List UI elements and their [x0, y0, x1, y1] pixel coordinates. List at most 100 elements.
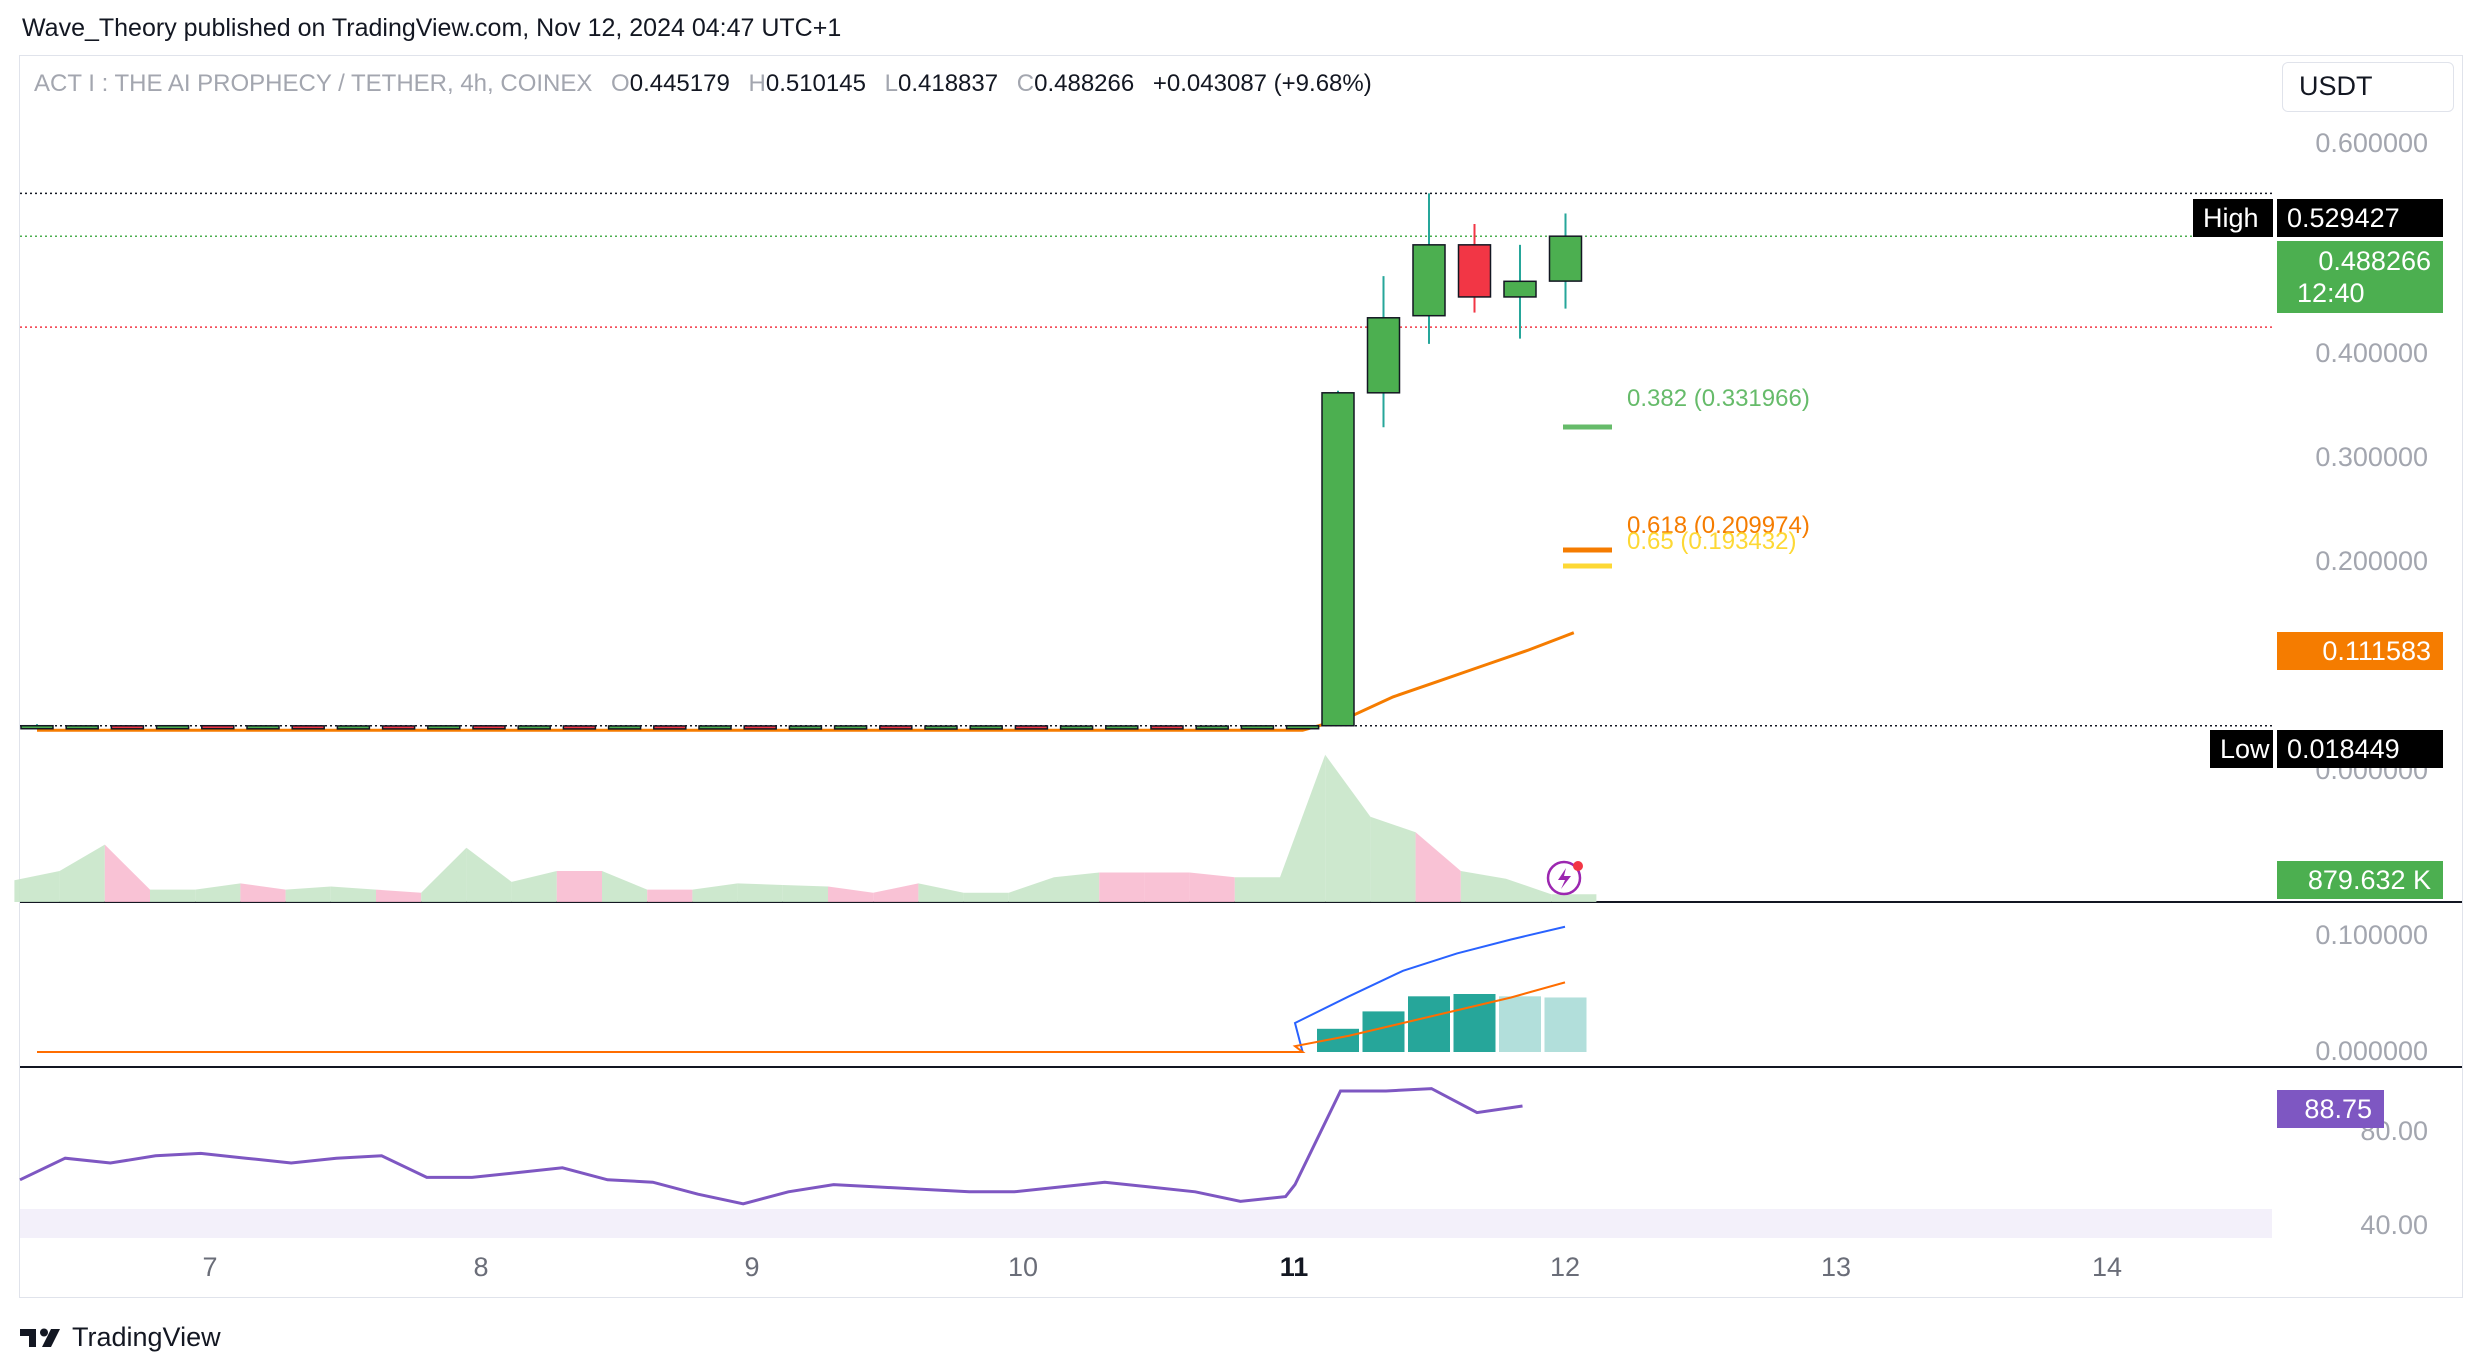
change-value: +0.043087 (+9.68%) — [1152, 70, 1372, 97]
volume-segment — [376, 889, 422, 902]
rsi-pane — [19, 1087, 2272, 1238]
high-key: H — [748, 70, 766, 97]
notification-dot — [1573, 861, 1583, 871]
candle-body — [1548, 235, 1583, 282]
candle-body — [1059, 725, 1094, 730]
low-value: 0.418837 — [897, 70, 999, 97]
macd-histogram-bar — [1499, 996, 1541, 1052]
volume-segment — [1280, 754, 1326, 902]
grid-lines — [20, 901, 2462, 1068]
candle-body — [1195, 725, 1229, 730]
price-axis-label: 0.200000 — [2315, 546, 2428, 576]
volume-segment — [556, 871, 602, 902]
candle-body — [607, 725, 642, 730]
close-value: 0.488266 — [1034, 70, 1135, 97]
volume-segment — [1189, 872, 1235, 902]
candle-body — [110, 725, 145, 730]
x-axis-label: 13 — [1820, 1252, 1852, 1282]
last-price-value: 0.488266 — [2318, 246, 2431, 276]
close-key: C — [1016, 70, 1035, 97]
candle-body — [924, 725, 958, 730]
candle-body — [743, 725, 777, 730]
candle-body — [1503, 280, 1537, 298]
volume-segment — [1370, 816, 1416, 902]
candle-body — [1457, 244, 1492, 298]
tradingview-logo-icon — [20, 1328, 60, 1347]
volume-segment — [1551, 894, 1597, 902]
low-tag-label: Low — [2210, 730, 2273, 768]
volume-segment — [195, 883, 241, 902]
ohlc-legend: ACT I : THE AI PROPHECY / TETHER, 4h, CO… — [34, 70, 1372, 98]
volume-segment — [150, 889, 196, 902]
volume-area — [14, 754, 1597, 902]
candle-body — [381, 725, 416, 730]
candle-body — [562, 725, 597, 730]
macd-histogram-bar — [1408, 996, 1450, 1052]
volume-segment — [59, 844, 105, 902]
volume-segment — [1054, 872, 1100, 902]
volume-segment — [1234, 877, 1280, 902]
candle-body — [653, 725, 687, 730]
macd-axis-label: 0.100000 — [2315, 920, 2428, 950]
candle-body — [201, 724, 235, 730]
reference-lines — [20, 192, 2272, 727]
fib-levels — [1563, 424, 1612, 569]
volume-segment — [1325, 754, 1371, 902]
fib-65-label: 0.65 (0.193432) — [1627, 528, 1797, 555]
open-key: O — [611, 70, 630, 97]
candle-body — [1105, 725, 1139, 730]
candle-body — [472, 725, 506, 730]
rsi-value-tag: 88.75 — [2277, 1090, 2384, 1128]
low-key: L — [884, 70, 898, 97]
volume-segment — [421, 847, 467, 902]
ma-value-tag: 0.111583 — [2277, 632, 2443, 670]
currency-button[interactable]: USDT — [2282, 62, 2454, 112]
tradingview-brand[interactable]: TradingView — [20, 1322, 221, 1353]
x-axis-label: 12 — [1549, 1252, 1581, 1282]
macd-histogram-bar — [1317, 1028, 1359, 1052]
price-axis-label: 0.300000 — [2315, 442, 2428, 472]
candle-body — [1240, 725, 1275, 730]
misc — [1546, 860, 1583, 896]
chart-frame[interactable] — [19, 55, 2463, 1298]
candle-body — [1285, 724, 1320, 730]
bar-countdown: 12:40 — [2297, 278, 2365, 308]
volume-segment — [330, 886, 376, 902]
macd-signal-line — [37, 981, 1566, 1053]
volume-segment — [466, 847, 512, 902]
rsi-band — [20, 1209, 2272, 1238]
volume-segment — [1415, 832, 1461, 902]
volume-segment — [692, 883, 738, 902]
candle-body — [1366, 317, 1401, 394]
volume-tag: 879.632 K — [2277, 861, 2443, 899]
candle-body — [1150, 725, 1184, 730]
volume-segment — [828, 886, 874, 902]
high-value: 0.510145 — [765, 70, 866, 97]
candle-body — [65, 725, 99, 730]
publish-line: Wave_Theory published on TradingView.com… — [22, 14, 842, 42]
volume-segment — [602, 871, 648, 902]
rsi-axis-label: 40.00 — [2360, 1210, 2428, 1240]
candle-body — [1412, 244, 1446, 317]
volume-segment — [1008, 877, 1054, 902]
candle-body — [698, 725, 732, 730]
volume-segment — [1144, 872, 1190, 902]
volume-segment — [1506, 878, 1552, 902]
candle-body — [427, 725, 461, 730]
last-price-tag: 0.488266 12:40 — [2277, 241, 2443, 313]
x-axis-label: 11 — [1279, 1252, 1309, 1282]
price-axis-label: 0.600000 — [2315, 128, 2428, 158]
low-tag-value: 0.018449 — [2277, 730, 2443, 768]
volume-segment — [873, 883, 919, 902]
volume-segment — [14, 871, 60, 902]
x-axis-label: 7 — [202, 1252, 218, 1282]
volume-segment — [1460, 871, 1506, 902]
candle-body — [879, 725, 913, 730]
candle-body — [517, 725, 551, 730]
volume-segment — [647, 889, 693, 902]
symbol-title[interactable]: ACT I : THE AI PROPHECY / TETHER, 4h, CO… — [34, 70, 593, 97]
candle-body — [788, 725, 823, 730]
rsi-line — [19, 1087, 1523, 1206]
candle-body — [1014, 725, 1049, 730]
